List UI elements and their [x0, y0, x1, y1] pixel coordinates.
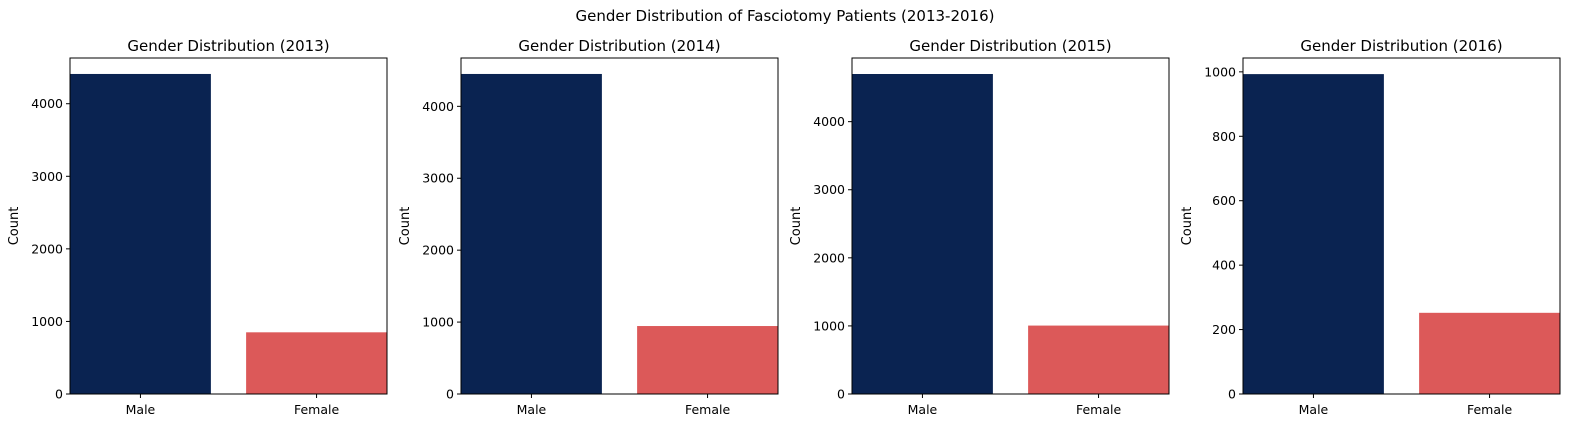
y-axis-label: Count [789, 207, 804, 246]
y-tick-label: 4000 [422, 99, 454, 114]
bar-male [461, 73, 602, 394]
y-tick-label: 3000 [31, 169, 63, 184]
chart-panel-1: Gender Distribution (2013) Male Female 0 100… [7, 37, 388, 417]
panel-title: Gender Distribution (2015) [909, 37, 1111, 55]
y-tick-label: 1000 [813, 318, 845, 333]
y-tick-label: 1000 [422, 315, 454, 330]
x-tick-label: Female [1076, 402, 1122, 417]
y-tick-label: 4000 [31, 96, 63, 111]
bar-female [1419, 312, 1560, 394]
y-tick-label: 0 [55, 387, 63, 402]
x-tick-label: Female [294, 402, 340, 417]
bar-male [70, 73, 211, 394]
y-tick-label: 0 [837, 387, 845, 402]
y-tick-label: 200 [1212, 322, 1236, 337]
y-tick-label: 800 [1212, 129, 1236, 144]
y-tick-label: 1000 [1204, 64, 1236, 79]
chart-panel-3: Gender Distribution (2015) Male Female 0 100… [789, 37, 1170, 417]
plot-frame [69, 57, 388, 395]
y-tick-label: 3000 [813, 182, 845, 197]
x-tick-label: Male [1299, 402, 1329, 417]
y-tick-label: 0 [1228, 387, 1236, 402]
bar-male [1243, 74, 1384, 394]
bar-female [637, 326, 778, 394]
plot-frame [1242, 57, 1561, 395]
figure-title: Gender Distribution of Fasciotomy Patien… [576, 7, 995, 25]
y-tick-label: 1000 [31, 314, 63, 329]
y-tick-label: 600 [1212, 193, 1236, 208]
y-tick-label: 2000 [422, 243, 454, 258]
y-tick-label: 400 [1212, 258, 1236, 273]
x-tick-label: Female [685, 402, 731, 417]
chart-panel-4: Gender Distribution (2016) Male Female 0 200… [1180, 37, 1561, 417]
x-tick-label: Male [517, 402, 547, 417]
panel-title: Gender Distribution (2014) [518, 37, 720, 55]
plot-frame [851, 57, 1170, 395]
y-tick-label: 2000 [813, 250, 845, 265]
chart-panel-2: Gender Distribution (2014) Male Female 0 100… [398, 37, 779, 417]
y-tick-label: 4000 [813, 114, 845, 129]
x-tick-label: Male [126, 402, 156, 417]
y-axis-label: Count [398, 207, 413, 246]
y-axis-label: Count [1180, 207, 1195, 246]
bar-female [1028, 325, 1169, 394]
plot-frame [460, 57, 779, 395]
panel-title: Gender Distribution (2016) [1300, 37, 1502, 55]
bar-male [852, 74, 993, 394]
y-axis-label: Count [7, 207, 22, 246]
y-tick-label: 0 [446, 387, 454, 402]
x-tick-label: Female [1467, 402, 1513, 417]
chart-panels: Gender Distribution (2013) Male Female 0 100… [7, 37, 1561, 417]
x-tick-label: Male [908, 402, 938, 417]
panel-title: Gender Distribution (2013) [127, 37, 329, 55]
y-tick-label: 2000 [31, 241, 63, 256]
bar-female [246, 332, 387, 394]
y-tick-label: 3000 [422, 171, 454, 186]
